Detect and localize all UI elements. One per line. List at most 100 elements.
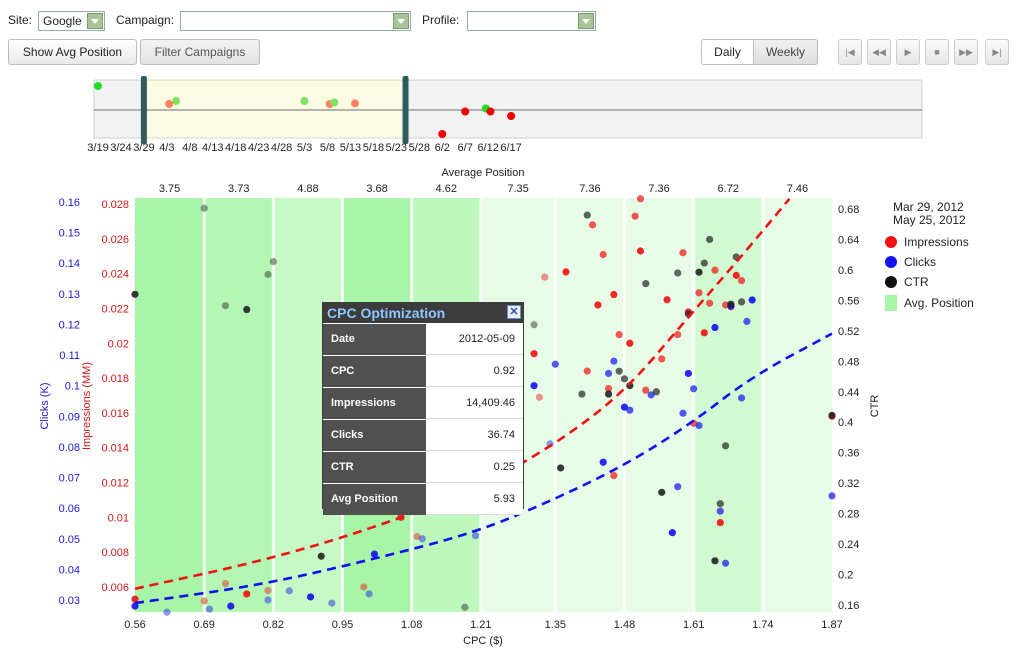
fast-forward-icon[interactable]: ▶▶ [954,39,978,65]
impressions-point[interactable] [636,247,645,255]
ctr-point[interactable] [317,552,325,560]
ctr-point[interactable] [604,390,613,398]
chevron-down-icon[interactable] [87,13,103,29]
impressions-point[interactable] [562,268,570,276]
clicks-point[interactable] [227,602,235,610]
campaign-select[interactable] [180,11,411,31]
ctr-point[interactable] [264,270,272,279]
ctr-point[interactable] [615,367,623,375]
clicks-point[interactable] [695,421,703,430]
site-select[interactable]: Google [38,11,105,31]
clicks-point[interactable] [716,507,724,515]
clicks-point[interactable] [306,593,315,601]
impressions-point[interactable] [604,384,613,393]
clicks-point[interactable] [748,296,756,304]
filter-campaigns-button[interactable]: Filter Campaigns [140,39,260,65]
clicks-point[interactable] [684,369,692,378]
clicks-point[interactable] [599,458,607,466]
clicks-point[interactable] [370,550,379,558]
clicks-point[interactable] [690,385,698,393]
ctr-point[interactable] [828,411,836,419]
impressions-point[interactable] [631,212,639,220]
show-avg-position-button[interactable]: Show Avg Position [8,39,137,65]
legend-item[interactable]: Impressions [885,235,969,249]
chevron-down-icon[interactable] [578,13,594,29]
clicks-point[interactable] [530,382,538,390]
ctr-point[interactable] [674,269,682,277]
timeline-range-selector[interactable]: 3/19 3/24 3/29 4/3 4/8 4/13 4/18 4/23 4/28 5/3 5/8… [0,70,1014,158]
clicks-point[interactable] [471,532,480,540]
clicks-point[interactable] [679,409,687,417]
impressions-point[interactable] [360,583,368,591]
impressions-point[interactable] [599,250,607,259]
impressions-point[interactable] [700,329,708,337]
clicks-point[interactable] [620,403,629,411]
rewind-icon[interactable]: ◀◀ [867,39,891,65]
ctr-point[interactable] [620,375,629,383]
impressions-point[interactable] [610,471,618,480]
impressions-point[interactable] [663,296,671,304]
impressions-point[interactable] [541,273,549,281]
ctr-point[interactable] [557,464,565,472]
ctr-point[interactable] [706,235,714,244]
impressions-point[interactable] [626,339,634,347]
ctr-point[interactable] [652,388,661,396]
impressions-point[interactable] [594,301,602,309]
clicks-point[interactable] [626,406,634,414]
profile-select[interactable] [467,11,596,31]
impressions-point[interactable] [716,518,724,527]
impressions-point[interactable] [674,330,682,339]
clicks-point[interactable] [743,317,751,325]
ctr-point[interactable] [716,500,724,508]
ctr-point[interactable] [461,603,469,611]
ctr-point[interactable] [583,211,591,219]
clicks-point[interactable] [604,369,613,378]
clicks-point[interactable] [610,357,618,365]
impressions-point[interactable] [679,249,687,257]
clicks-point[interactable] [668,529,676,537]
ctr-point[interactable] [700,259,708,267]
close-icon[interactable]: ✕ [507,305,521,319]
impressions-point[interactable] [413,532,421,541]
impressions-point[interactable] [243,590,251,598]
skip-last-icon[interactable]: ▶| [985,39,1009,65]
clicks-point[interactable] [205,605,214,613]
clicks-point[interactable] [264,596,272,604]
legend-item[interactable]: Avg. Position [885,295,974,311]
daily-toggle[interactable]: Daily [701,39,754,65]
ctr-point[interactable] [658,488,666,496]
weekly-toggle[interactable]: Weekly [753,39,818,65]
play-icon[interactable]: ▶ [896,39,920,65]
impressions-point[interactable] [535,393,543,401]
ctr-point[interactable] [269,257,277,266]
stop-icon[interactable]: ■ [925,39,949,65]
impressions-point[interactable] [737,277,746,285]
impressions-point[interactable] [200,597,208,605]
legend-item[interactable]: Clicks [885,255,936,269]
impressions-point[interactable] [695,289,703,297]
timeline-end-handle[interactable] [402,76,409,144]
impressions-point[interactable] [706,299,714,307]
clicks-point[interactable] [365,590,373,598]
clicks-point[interactable] [328,599,336,607]
impressions-point[interactable] [615,330,623,339]
impressions-point[interactable] [588,221,597,229]
skip-first-icon[interactable]: |◀ [838,39,862,65]
impressions-point[interactable] [642,386,650,394]
impressions-point[interactable] [530,350,538,358]
ctr-point[interactable] [530,321,538,329]
clicks-point[interactable] [711,323,719,332]
clicks-point[interactable] [131,602,139,610]
impressions-point[interactable] [732,271,740,279]
clicks-point[interactable] [737,394,746,402]
impressions-point[interactable] [711,266,719,274]
ctr-point[interactable] [695,268,703,276]
impressions-point[interactable] [264,586,272,595]
impressions-point[interactable] [658,355,666,363]
clicks-point[interactable] [674,483,682,491]
clicks-point[interactable] [647,391,655,399]
chevron-down-icon[interactable] [393,13,409,29]
ctr-point[interactable] [578,390,586,398]
impressions-point[interactable] [636,195,645,203]
ctr-point[interactable] [727,300,735,308]
